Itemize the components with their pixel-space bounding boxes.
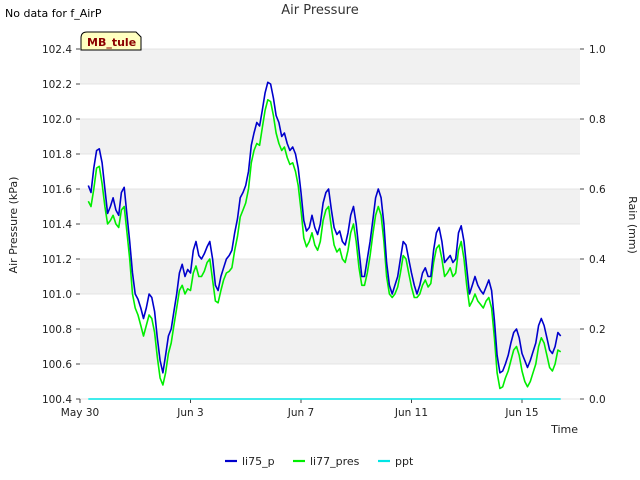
y2-tick-label: 0.4 xyxy=(589,254,606,266)
y2-axis-label: Rain (mm) xyxy=(626,196,639,254)
y2-tick-label: 0.6 xyxy=(589,184,606,196)
background-bands xyxy=(80,48,580,400)
chart-title: Air Pressure xyxy=(281,3,359,18)
band-light xyxy=(80,154,580,189)
x-tick-label: Jun 7 xyxy=(287,407,314,419)
y-tick-label: 100.4 xyxy=(42,394,72,406)
left-axis-ticks: 100.4 100.6 100.8 101.0 101.2 101.4 101.6 101.8… xyxy=(42,44,80,406)
y-tick-label: 101.0 xyxy=(42,289,72,301)
y-axis-label: Air Pressure (kPa) xyxy=(7,177,20,274)
y-tick-label: 102.0 xyxy=(42,114,72,126)
x-tick-label: May 30 xyxy=(61,407,99,419)
series-line-li75_p xyxy=(87,81,562,374)
legend-label-li77_pres: li77_pres xyxy=(310,455,360,468)
y2-tick-label: 0.0 xyxy=(589,394,606,406)
y-tick-label: 101.2 xyxy=(42,254,72,266)
y2-tick-label: 0.8 xyxy=(589,114,606,126)
no-data-note: No data for f_AirP xyxy=(5,7,102,20)
x-tick-label: Jun 15 xyxy=(504,407,538,419)
series-lines xyxy=(87,81,562,400)
band-light xyxy=(80,224,580,259)
site-label-badge: MB_tule xyxy=(80,31,142,51)
y-tick-label: 101.6 xyxy=(42,184,72,196)
band-shaded xyxy=(80,49,580,84)
x-tick-label: Jun 3 xyxy=(176,407,203,419)
y-tick-label: 101.4 xyxy=(42,219,72,231)
band-light xyxy=(80,84,580,119)
band-light xyxy=(80,294,580,329)
x-tick-label: Jun 11 xyxy=(394,407,428,419)
y-tick-label: 100.8 xyxy=(42,324,72,336)
y2-tick-label: 1.0 xyxy=(589,44,606,56)
y-tick-label: 100.6 xyxy=(42,359,72,371)
legend: li75_p li77_pres ppt xyxy=(225,455,414,468)
legend-label-li75_p: li75_p xyxy=(242,455,275,468)
x-axis-label: Time xyxy=(550,423,578,436)
y2-tick-label: 0.2 xyxy=(589,324,606,336)
band-shaded xyxy=(80,259,580,294)
site-label: MB_tule xyxy=(87,36,136,49)
right-axis-ticks: 0.0 0.2 0.4 0.6 0.8 1.0 xyxy=(580,44,606,406)
band-shaded xyxy=(80,119,580,154)
x-axis-ticks: May 30 Jun 3 Jun 7 Jun 11 Jun 15 xyxy=(61,399,539,419)
y-tick-label: 102.4 xyxy=(42,44,72,56)
y-tick-label: 101.8 xyxy=(42,149,72,161)
legend-label-ppt: ppt xyxy=(395,455,414,468)
y-tick-label: 102.2 xyxy=(42,79,72,91)
series-line-li77_pres xyxy=(87,99,562,390)
